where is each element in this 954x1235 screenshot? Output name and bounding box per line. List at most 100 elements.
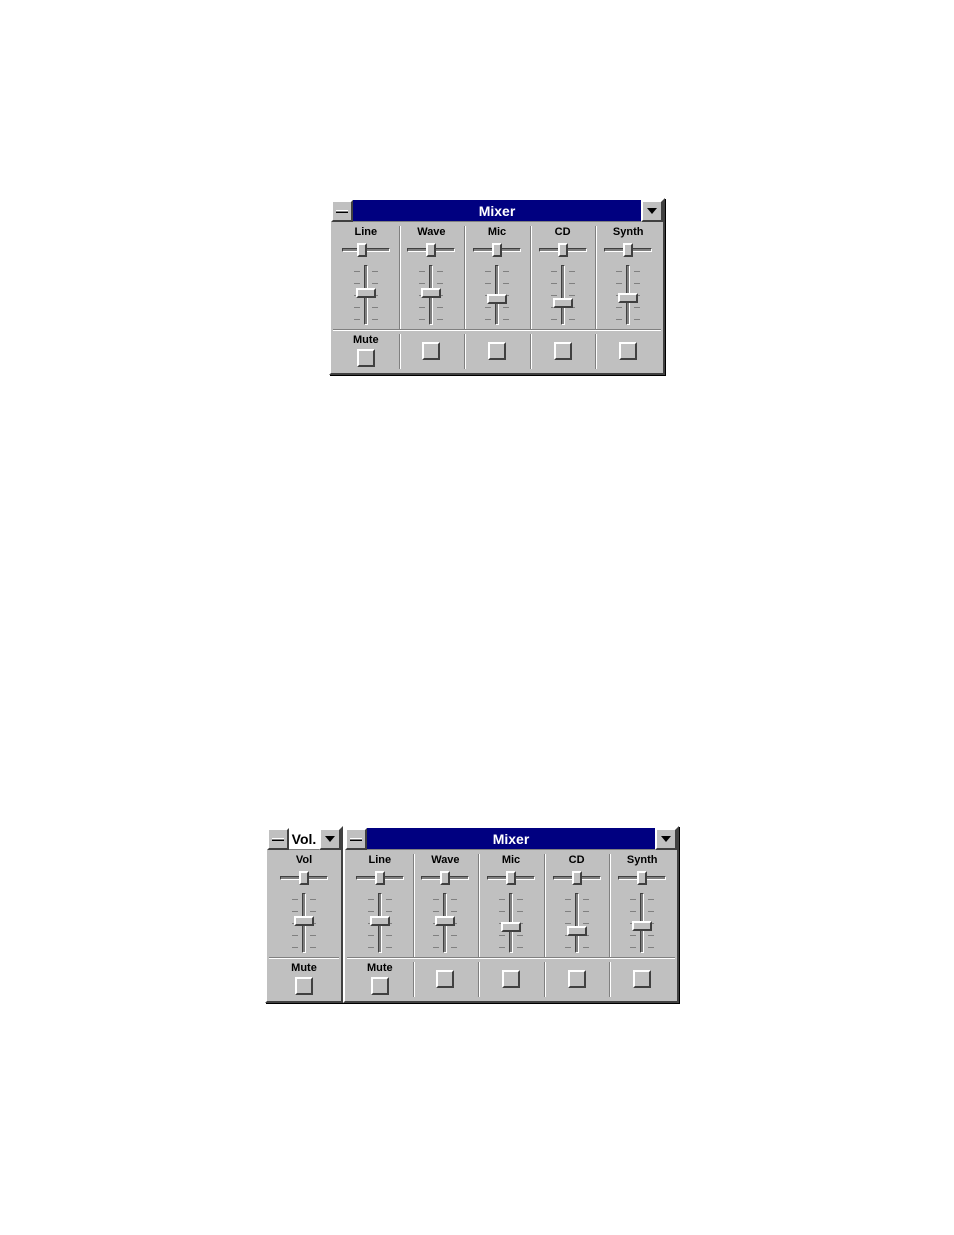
window-title: Mixer bbox=[353, 200, 641, 221]
fader-thumb[interactable] bbox=[435, 916, 455, 926]
titlebar: Vol. bbox=[267, 828, 341, 850]
pan-slider[interactable] bbox=[340, 241, 392, 259]
volume-fader[interactable] bbox=[278, 891, 330, 955]
mute-checkbox[interactable] bbox=[502, 970, 520, 988]
volume-fader[interactable] bbox=[616, 891, 668, 955]
pan-slider[interactable] bbox=[485, 869, 537, 887]
volume-fader[interactable] bbox=[551, 891, 603, 955]
pan-thumb[interactable] bbox=[357, 243, 367, 257]
pan-thumb[interactable] bbox=[492, 243, 502, 257]
fader-thumb[interactable] bbox=[294, 916, 314, 926]
mute-checkbox[interactable] bbox=[488, 342, 506, 360]
minimize-button[interactable] bbox=[319, 828, 341, 850]
volume-fader[interactable] bbox=[405, 263, 457, 327]
mute-checkbox[interactable] bbox=[357, 349, 375, 367]
mute-checkbox[interactable] bbox=[554, 342, 572, 360]
fader-thumb[interactable] bbox=[567, 926, 587, 936]
channel-label: CD bbox=[555, 224, 571, 240]
mute-cell bbox=[609, 960, 675, 999]
pan-thumb[interactable] bbox=[506, 871, 516, 885]
pan-slider[interactable] bbox=[616, 869, 668, 887]
mute-cell bbox=[595, 332, 661, 371]
volume-fader[interactable] bbox=[602, 263, 654, 327]
mixer-body: LineWaveMicCDSynth Mute bbox=[345, 850, 677, 1001]
mute-cell bbox=[399, 332, 465, 371]
channel-line: Line bbox=[333, 224, 399, 329]
system-menu-button[interactable] bbox=[345, 828, 367, 850]
channel-cd: CD bbox=[530, 224, 596, 329]
pan-slider[interactable] bbox=[537, 241, 589, 259]
fader-thumb[interactable] bbox=[632, 921, 652, 931]
volume-fader[interactable] bbox=[354, 891, 406, 955]
channel-mic: Mic bbox=[478, 852, 544, 957]
window-title: Mixer bbox=[367, 828, 655, 849]
volume-body: Vol Mute bbox=[267, 850, 341, 1001]
channel-label: Line bbox=[368, 852, 391, 868]
fader-thumb[interactable] bbox=[553, 298, 573, 308]
mixer-window: Mixer LineWaveMicCDSynth Mute bbox=[343, 826, 679, 1003]
channel-label: CD bbox=[569, 852, 585, 868]
volume-fader[interactable] bbox=[471, 263, 523, 327]
channel-label: Mic bbox=[488, 224, 506, 240]
pan-slider[interactable] bbox=[551, 869, 603, 887]
pan-thumb[interactable] bbox=[637, 871, 647, 885]
fader-thumb[interactable] bbox=[421, 288, 441, 298]
channel-label: Vol bbox=[296, 852, 312, 868]
fader-thumb[interactable] bbox=[618, 293, 638, 303]
mute-cell: Mute bbox=[269, 960, 339, 999]
mute-cell bbox=[464, 332, 530, 371]
mute-cell bbox=[478, 960, 544, 999]
minimize-button[interactable] bbox=[655, 828, 677, 850]
pan-slider[interactable] bbox=[602, 241, 654, 259]
fader-thumb[interactable] bbox=[501, 922, 521, 932]
channel-label: Mic bbox=[502, 852, 520, 868]
channel-line: Line bbox=[347, 852, 413, 957]
mute-label: Mute bbox=[353, 334, 379, 348]
pan-thumb[interactable] bbox=[375, 871, 385, 885]
mute-checkbox[interactable] bbox=[371, 977, 389, 995]
pan-slider[interactable] bbox=[278, 869, 330, 887]
channel-wave: Wave bbox=[399, 224, 465, 329]
pan-thumb[interactable] bbox=[440, 871, 450, 885]
pan-thumb[interactable] bbox=[623, 243, 633, 257]
volume-fader[interactable] bbox=[340, 263, 392, 327]
volume-fader[interactable] bbox=[419, 891, 471, 955]
fader-thumb[interactable] bbox=[356, 288, 376, 298]
mixer-window: Mixer Line Wave Mic CD Synth Mute bbox=[329, 198, 665, 375]
pan-thumb[interactable] bbox=[299, 871, 309, 885]
pan-thumb[interactable] bbox=[426, 243, 436, 257]
mute-label: Mute bbox=[367, 962, 393, 976]
pan-slider[interactable] bbox=[405, 241, 457, 259]
system-menu-button[interactable] bbox=[331, 200, 353, 222]
window-group: Vol. Vol Mute Mixer LineWaveMicCDSynth M… bbox=[265, 826, 679, 1003]
volume-fader[interactable] bbox=[537, 263, 589, 327]
mute-checkbox[interactable] bbox=[422, 342, 440, 360]
channel-label: Wave bbox=[417, 224, 445, 240]
pan-slider[interactable] bbox=[471, 241, 523, 259]
pan-slider[interactable] bbox=[354, 869, 406, 887]
pan-thumb[interactable] bbox=[572, 871, 582, 885]
mixer-body: Line Wave Mic CD Synth Mute bbox=[331, 222, 663, 373]
mute-checkbox[interactable] bbox=[436, 970, 454, 988]
pan-thumb[interactable] bbox=[558, 243, 568, 257]
mute-cell bbox=[544, 960, 610, 999]
mute-cell bbox=[530, 332, 596, 371]
mute-label: Mute bbox=[291, 962, 317, 976]
channel-label: Line bbox=[354, 224, 377, 240]
channel-mic: Mic bbox=[464, 224, 530, 329]
fader-thumb[interactable] bbox=[370, 916, 390, 926]
window-title: Vol. bbox=[289, 828, 319, 849]
mute-checkbox[interactable] bbox=[619, 342, 637, 360]
channel-vol: Vol bbox=[269, 852, 339, 957]
minimize-button[interactable] bbox=[641, 200, 663, 222]
mute-checkbox[interactable] bbox=[568, 970, 586, 988]
channel-label: Synth bbox=[613, 224, 644, 240]
volume-fader[interactable] bbox=[485, 891, 537, 955]
mute-checkbox[interactable] bbox=[633, 970, 651, 988]
system-menu-button[interactable] bbox=[267, 828, 289, 850]
fader-thumb[interactable] bbox=[487, 294, 507, 304]
pan-slider[interactable] bbox=[419, 869, 471, 887]
volume-window: Vol. Vol Mute bbox=[265, 826, 343, 1003]
channel-wave: Wave bbox=[413, 852, 479, 957]
mute-checkbox[interactable] bbox=[295, 977, 313, 995]
